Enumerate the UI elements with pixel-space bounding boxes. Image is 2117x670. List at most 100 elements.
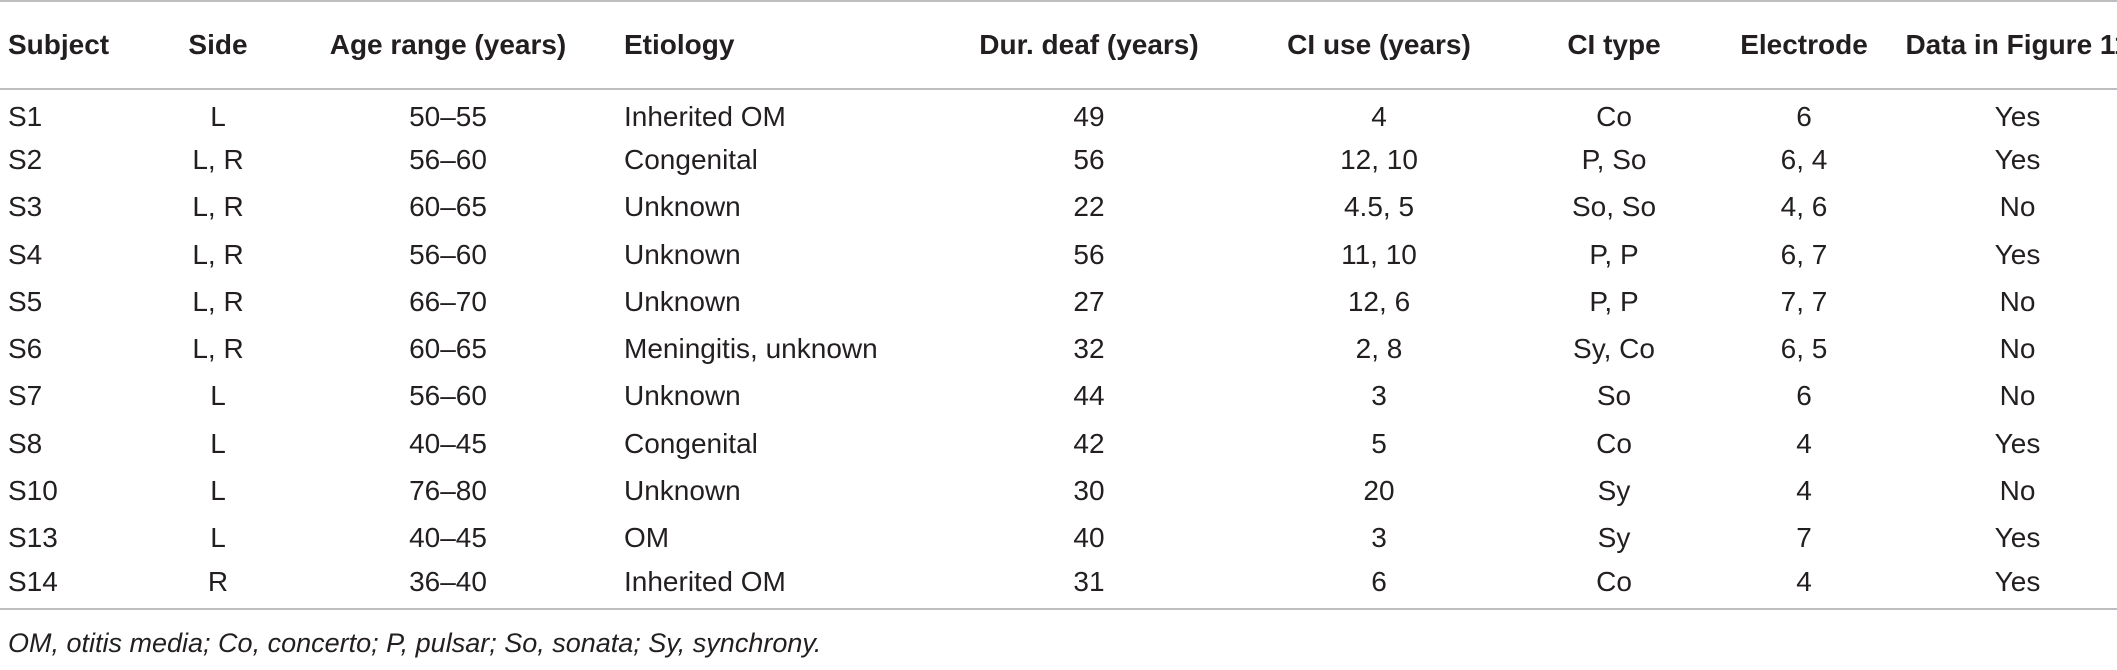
- cell-data-in-figure: Yes: [1994, 143, 2041, 175]
- cell-data-in-figure: No: [1999, 333, 2036, 365]
- cell-electrode: 7: [1796, 522, 1812, 554]
- cell-ci-use: 12, 10: [1340, 143, 1418, 175]
- cell-ci-type: Sy: [1597, 522, 1631, 554]
- cell-ci-type: Sy: [1597, 475, 1631, 507]
- table-row: S4 L, R 56–60 Unknown 56 11, 10 P, P 6, 7 Yes: [0, 231, 2117, 278]
- cell-ci-type: So: [1596, 380, 1632, 412]
- cell-side: L, R: [192, 191, 244, 223]
- cell-subject: S6: [8, 333, 43, 365]
- table-row: S3 L, R 60–65 Unknown 22 4.5, 5 So, So 4, 6 No: [0, 184, 2117, 231]
- cell-etiology: Unknown: [624, 191, 741, 223]
- table-row: S13 L 40–45 OM 40 3 Sy 7 Yes: [0, 515, 2117, 562]
- cell-electrode: 4, 6: [1780, 191, 1828, 223]
- table-row: S10 L 76–80 Unknown 30 20 Sy 4 No: [0, 467, 2117, 514]
- cell-subject: S7: [8, 380, 43, 412]
- cell-duration-deaf: 31: [944, 561, 1234, 611]
- table-header: Subject Side Age range (years) Etiology …: [0, 0, 2117, 90]
- cell-side: L: [210, 475, 226, 507]
- cell-etiology: Congenital: [624, 427, 758, 459]
- cell-electrode: 4: [1704, 561, 1904, 611]
- cell-etiology: Inherited OM: [618, 561, 944, 611]
- cell-subject: S13: [8, 522, 58, 554]
- cell-etiology: Unknown: [624, 475, 741, 507]
- cell-duration-deaf: 56: [1073, 143, 1105, 175]
- cell-ci-use: 20: [1363, 475, 1395, 507]
- header-row: Subject Side Age range (years) Etiology …: [0, 0, 2117, 90]
- cell-ci-use: 4.5, 5: [1343, 191, 1415, 223]
- cell-duration-deaf: 44: [1073, 380, 1105, 412]
- cell-side: L, R: [192, 333, 244, 365]
- cell-side: L: [210, 101, 226, 133]
- cell-side: L: [210, 522, 226, 554]
- table-body: S1 L 50–55 Inherited OM 49 4 Co 6 Yes S2 L, R 56–60…: [0, 89, 2117, 611]
- cell-data-in-figure: Yes: [1904, 561, 2117, 611]
- cell-side: L: [210, 427, 226, 459]
- table-row: S8 L 40–45 Congenital 42 5 Co 4 Yes: [0, 420, 2117, 467]
- cell-etiology: Inherited OM: [624, 101, 786, 133]
- cell-duration-deaf: 40: [1073, 522, 1105, 554]
- cell-data-in-figure: Yes: [1994, 522, 2041, 554]
- cell-subject: S3: [8, 191, 43, 223]
- subject-table-container: Subject Side Age range (years) Etiology …: [0, 0, 2117, 611]
- cell-subject: S8: [8, 427, 43, 459]
- cell-age-range: 40–45: [409, 427, 487, 459]
- cell-data-in-figure: No: [1999, 191, 2036, 223]
- cell-ci-use: 6: [1234, 561, 1524, 611]
- cell-subject: S4: [8, 238, 43, 270]
- cell-duration-deaf: 42: [1073, 427, 1105, 459]
- header-age-range: Age range (years): [278, 0, 618, 90]
- table-row: S5 L, R 66–70 Unknown 27 12, 6 P, P 7, 7 No: [0, 278, 2117, 325]
- cell-age-range: 56–60: [409, 143, 487, 175]
- cell-ci-type: P, P: [1589, 238, 1639, 270]
- cell-subject: S2: [8, 143, 43, 175]
- header-ci-type: CI type: [1524, 0, 1704, 90]
- cell-age-range: 60–65: [409, 333, 487, 365]
- header-etiology: Etiology: [618, 0, 944, 90]
- cell-data-in-figure: No: [1999, 380, 2036, 412]
- table-row: S6 L, R 60–65 Meningitis, unknown 32 2, 8 Sy, …: [0, 325, 2117, 372]
- cell-side: L, R: [192, 238, 244, 270]
- table-row: S2 L, R 56–60 Congenital 56 12, 10 P, So 6, 4 Ye…: [0, 136, 2117, 183]
- cell-subject: S5: [8, 285, 43, 317]
- cell-electrode: 6: [1796, 380, 1812, 412]
- cell-ci-use: 2, 8: [1355, 333, 1403, 365]
- cell-data-in-figure: Yes: [1994, 427, 2041, 459]
- cell-duration-deaf: 27: [1073, 285, 1105, 317]
- cell-age-range: 56–60: [409, 380, 487, 412]
- cell-age-range: 50–55: [409, 101, 487, 133]
- cell-ci-type: P, So: [1581, 143, 1647, 175]
- cell-etiology: Unknown: [624, 380, 741, 412]
- table-row: S1 L 50–55 Inherited OM 49 4 Co 6 Yes: [0, 89, 2117, 136]
- cell-duration-deaf: 22: [1073, 191, 1105, 223]
- cell-subject: S14: [0, 561, 158, 611]
- cell-age-range: 76–80: [409, 475, 487, 507]
- cell-data-in-figure: Yes: [1994, 101, 2041, 133]
- cell-electrode: 6, 4: [1780, 143, 1828, 175]
- cell-electrode: 4: [1796, 475, 1812, 507]
- cell-data-in-figure: No: [1999, 475, 2036, 507]
- cell-ci-use: 4: [1371, 101, 1387, 133]
- cell-etiology: Unknown: [624, 238, 741, 270]
- cell-age-range: 60–65: [409, 191, 487, 223]
- cell-electrode: 7, 7: [1780, 285, 1828, 317]
- cell-ci-use: 3: [1371, 380, 1387, 412]
- cell-ci-use: 12, 6: [1347, 285, 1411, 317]
- header-duration-deaf: Dur. deaf (years): [944, 0, 1234, 90]
- cell-ci-use: 3: [1371, 522, 1387, 554]
- cell-ci-use: 11, 10: [1341, 238, 1417, 270]
- cell-electrode: 6: [1796, 101, 1812, 133]
- cell-data-in-figure: No: [1999, 285, 2036, 317]
- cell-ci-type: Co: [1524, 561, 1704, 611]
- cell-side: R: [158, 561, 278, 611]
- header-data-in-figure: Data in Figure 11: [1904, 0, 2117, 90]
- cell-ci-type: Co: [1596, 427, 1632, 459]
- cell-etiology: OM: [624, 522, 670, 554]
- header-electrode: Electrode: [1704, 0, 1904, 90]
- cell-duration-deaf: 30: [1073, 475, 1105, 507]
- cell-side: L, R: [192, 143, 244, 175]
- cell-etiology: Congenital: [624, 143, 758, 175]
- cell-side: L, R: [192, 285, 244, 317]
- header-subject: Subject: [0, 0, 158, 90]
- cell-age-range: 56–60: [409, 238, 487, 270]
- cell-age-range: 40–45: [409, 522, 487, 554]
